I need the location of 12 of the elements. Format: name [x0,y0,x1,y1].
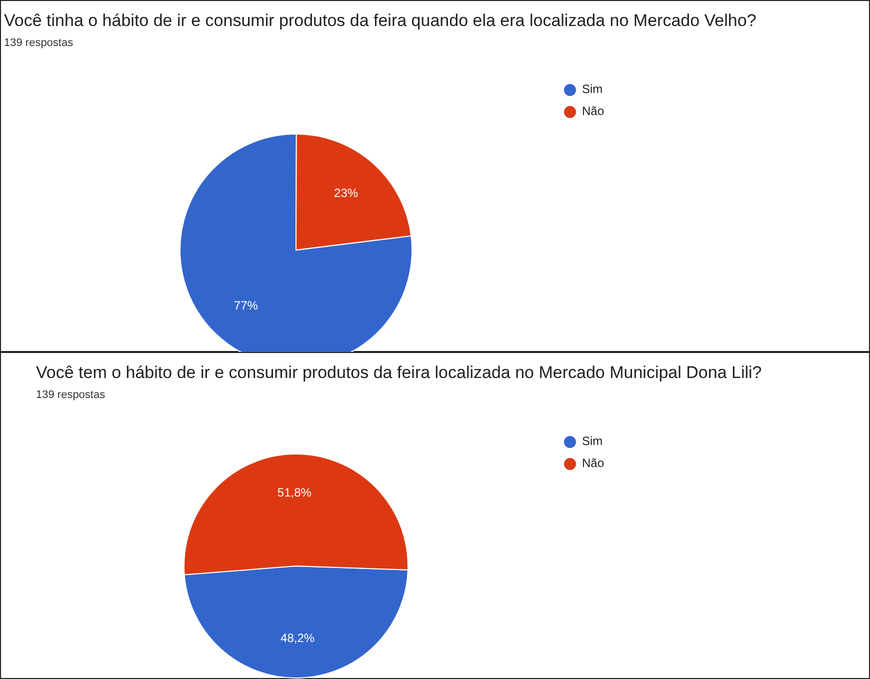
text: 139 respostas [36,389,106,401]
legend-label: Sim [582,82,603,96]
legend-label: Sim [582,434,603,448]
legend-label: Não [582,456,604,470]
text: 139 respostas [4,37,74,49]
legend-label: Não [582,104,604,118]
chart-title: Você tem o hábito de ir e consumir produtos da feira localizada no Mercado Municipal Dona Lili? [36,363,762,382]
data-label: 23% [334,186,358,200]
data-label: 48,2% [280,630,315,645]
chart-title: Você tinha o hábito de ir e consumir produtos da feira quando ela era localizada no Mercado Velho? [4,11,756,30]
data-label: 51,8% [277,485,312,500]
data-label: 77% [234,298,258,313]
